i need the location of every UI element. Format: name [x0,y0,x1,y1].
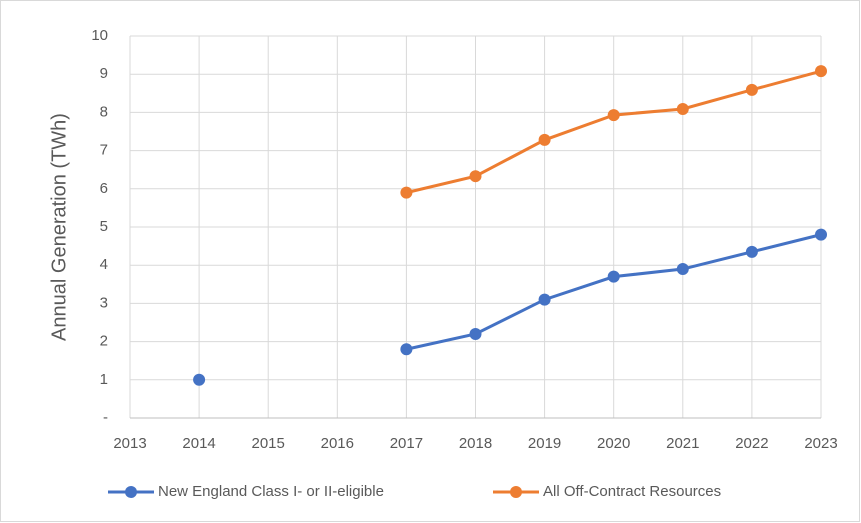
data-point [815,65,827,78]
legend-marker [510,486,522,498]
x-tick-label: 2019 [528,435,561,452]
y-tick-label: 8 [100,103,108,120]
y-tick-label: - [103,409,108,426]
data-point [676,263,689,276]
x-tick-label: 2021 [666,435,699,452]
data-point [538,133,551,146]
data-point [400,343,413,356]
data-point [815,228,827,241]
data-point [469,170,482,183]
y-axis-label: Annual Generation (TWh) [48,113,70,341]
y-tick-label: 6 [100,180,108,197]
y-tick-label: 5 [100,218,108,235]
y-tick-label: 1 [100,371,108,388]
y-tick-label: 4 [100,256,108,273]
data-point [607,270,620,283]
data-point [607,109,620,122]
x-tick-label: 2023 [804,435,837,452]
data-point [400,186,413,199]
y-tick-label: 9 [100,65,108,82]
data-point [538,293,551,306]
x-tick-label: 2013 [113,435,146,452]
legend-marker [125,486,137,498]
x-tick-label: 2016 [321,435,354,452]
x-tick-label: 2018 [459,435,492,452]
legend-label: All Off-Contract Resources [543,483,721,500]
x-tick-label: 2020 [597,435,630,452]
y-tick-label: 2 [100,333,108,350]
data-point [469,327,482,340]
x-tick-label: 2017 [390,435,423,452]
data-point [193,373,206,386]
y-tick-label: 7 [100,142,108,159]
data-point [676,102,689,115]
data-point [745,83,758,96]
y-tick-label: 3 [100,294,108,311]
data-point [745,245,758,258]
x-tick-label: 2022 [735,435,768,452]
x-tick-label: 2014 [182,435,215,452]
y-tick-label: 10 [91,27,108,44]
legend-label: New England Class I- or II-eligible [158,483,384,500]
x-tick-label: 2015 [252,435,285,452]
